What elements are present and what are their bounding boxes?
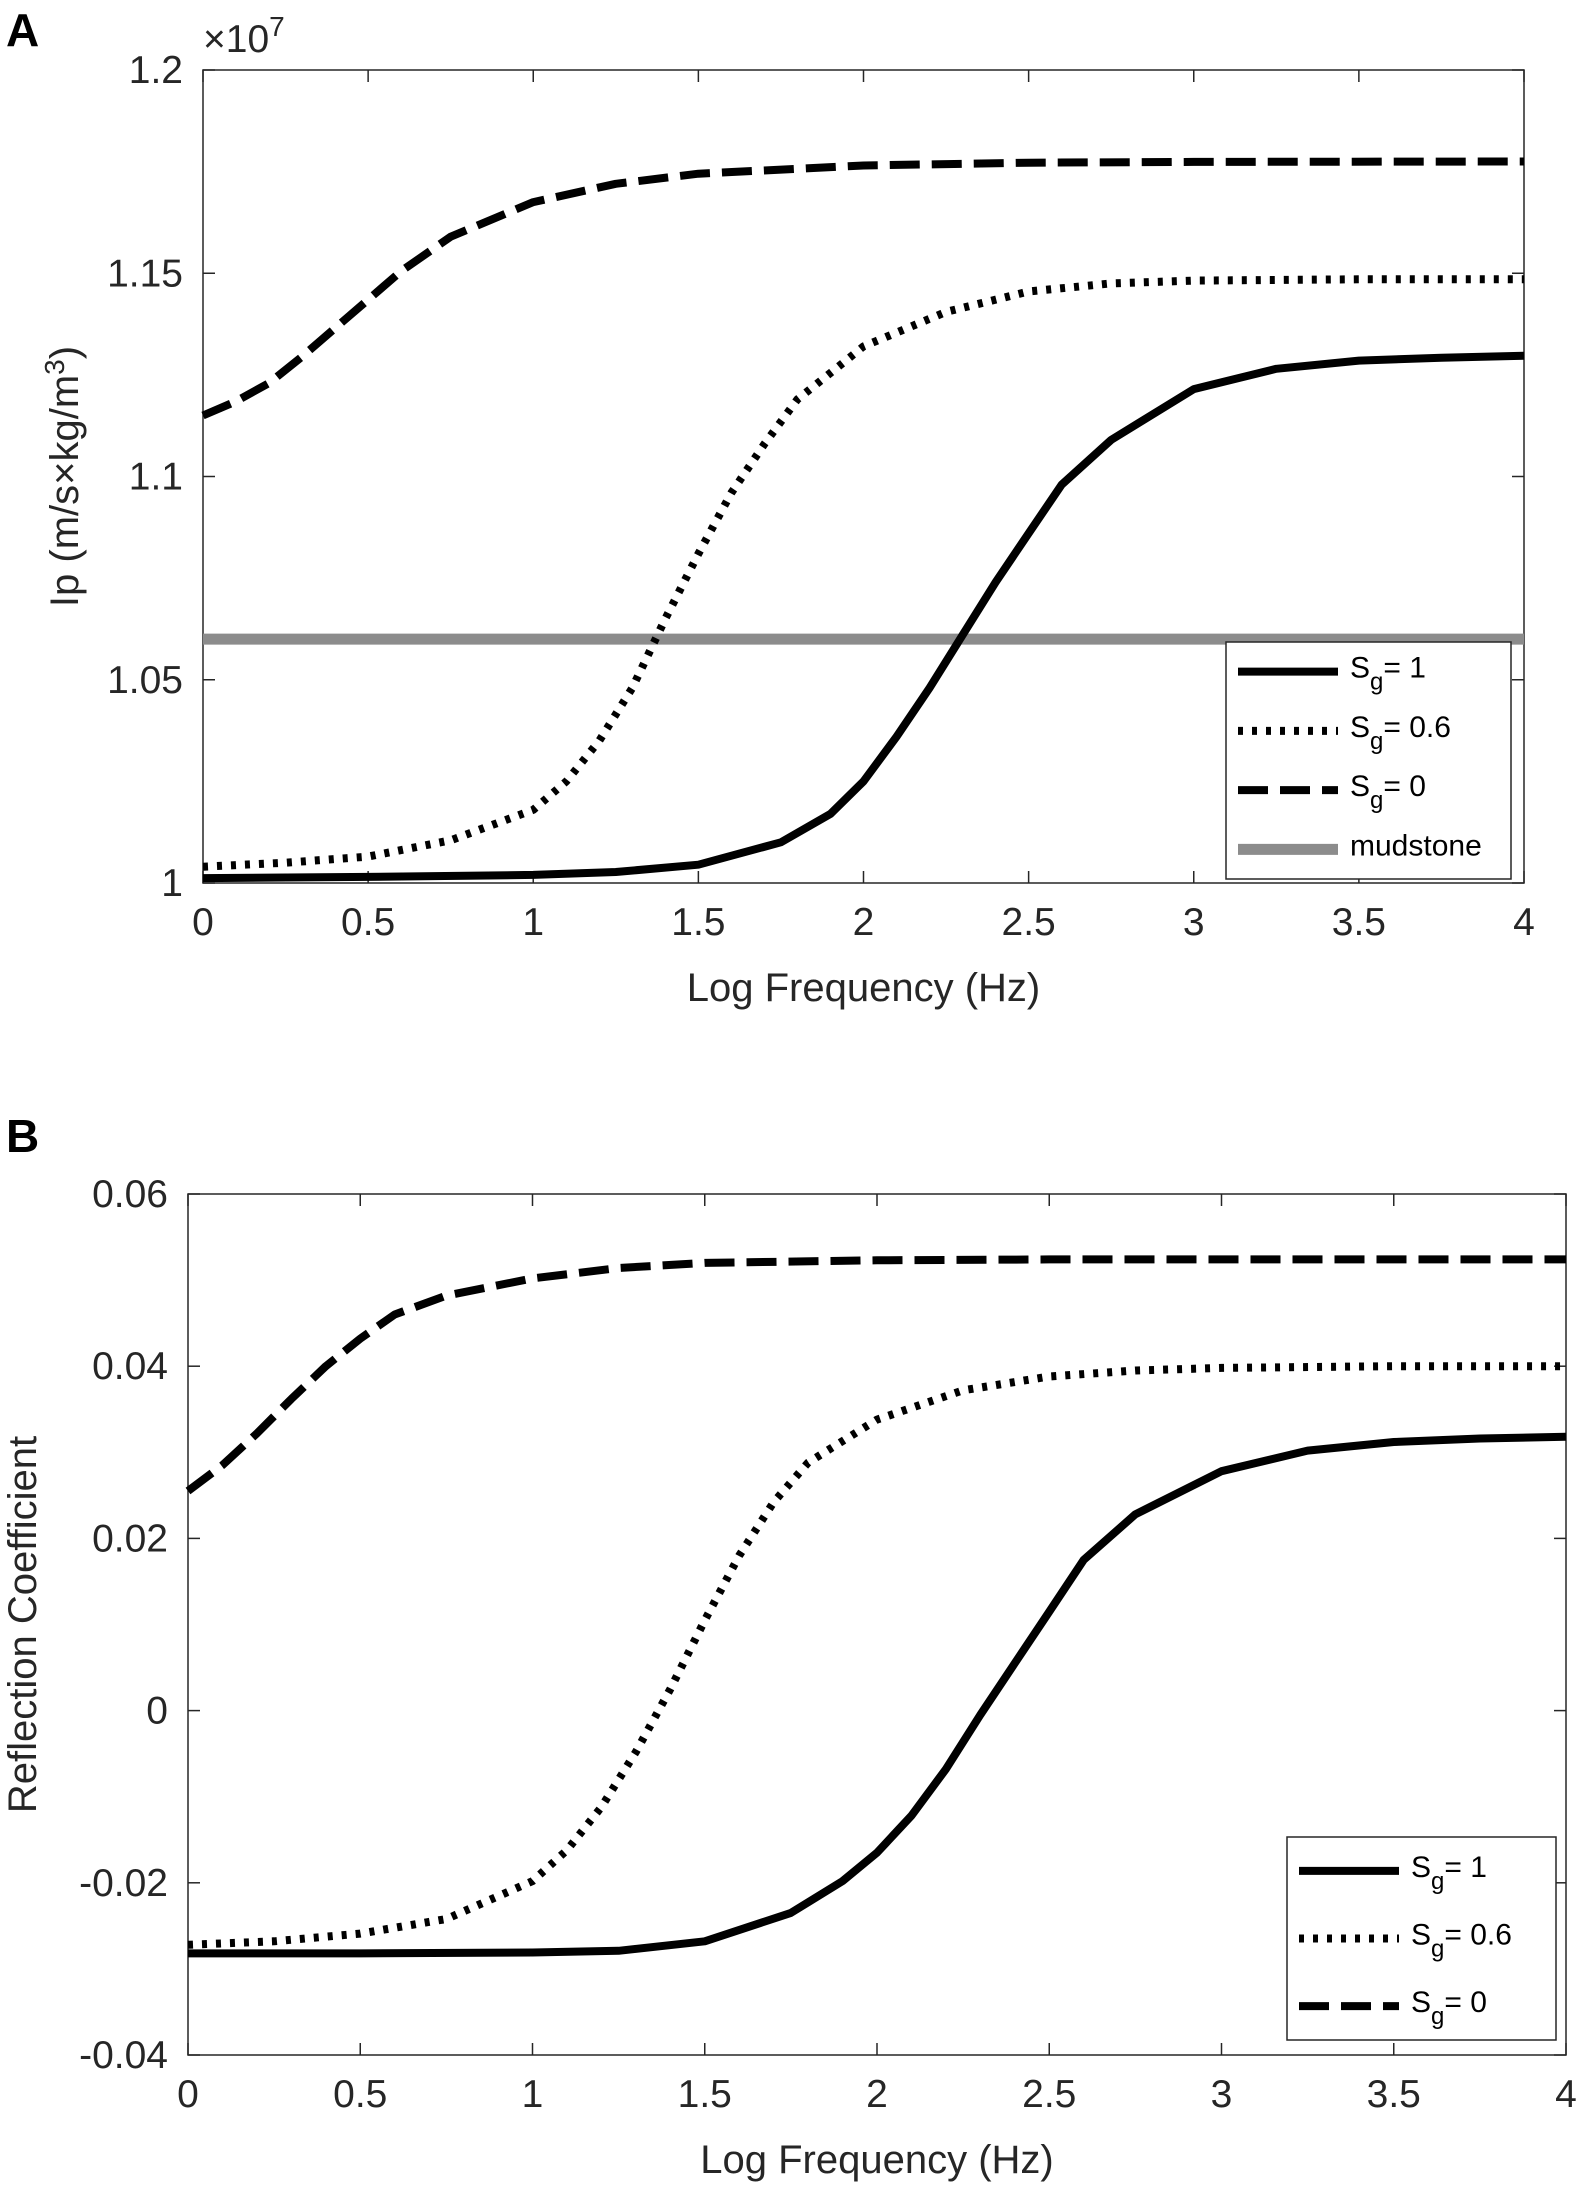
y-tick-label: 0.06 [92, 1173, 168, 1216]
y-tick-label: -0.02 [79, 1862, 168, 1905]
x-tick-label: 2 [853, 901, 875, 944]
legend-label: Sg= 0.6 [1350, 711, 1451, 755]
legend-label-rest: = 0.6 [1444, 1919, 1512, 1952]
y-exponent-power: 7 [269, 11, 285, 42]
legend-label-sub: g [1431, 2003, 1444, 2030]
legend-label-sub: g [1370, 787, 1383, 814]
legend-label-sub: g [1431, 1936, 1444, 1963]
legend-label: Sg= 0.6 [1411, 1919, 1512, 1963]
x-tick-label: 1.5 [678, 2073, 732, 2116]
x-tick-label: 3 [1183, 901, 1205, 944]
legend-label-rest: = 0 [1444, 1986, 1487, 2019]
x-tick-label: 0 [192, 901, 214, 944]
x-tick-label: 2.5 [1022, 2073, 1076, 2116]
x-tick-label: 0.5 [341, 901, 395, 944]
legend-label-main: S [1350, 770, 1370, 803]
x-tick-label: 3.5 [1332, 901, 1386, 944]
x-tick-label: 1 [522, 2073, 544, 2116]
y-tick-label: 0.02 [92, 1517, 168, 1560]
legend-label: Sg= 0 [1350, 770, 1426, 814]
legend-label-sub: g [1370, 728, 1383, 755]
series-line-solid [188, 1432, 1567, 1958]
legend-label: Sg= 1 [1350, 652, 1426, 696]
y-axis-label-superscript: 3 [39, 359, 70, 375]
y-axis-label-main: Ip (m/s×kg/m [43, 375, 87, 607]
panel-letter: A [6, 4, 39, 56]
y-axis-label-main: Reflection Coefficient [1, 1436, 45, 1813]
x-tick-label: 2.5 [1002, 901, 1056, 944]
x-tick-label: 0 [177, 2073, 199, 2116]
x-tick-label: 3 [1211, 2073, 1233, 2116]
panel-b: B 0 0.5 1 1.5 2 2.5 3 3.5 4 -0.04 -0.02 0 0.02 0.04 0.0… [1, 1110, 1577, 2182]
y-axis-label-end: ) [43, 346, 87, 359]
x-axis-label: Log Frequency (Hz) [687, 966, 1040, 1010]
x-tick-label: 3.5 [1367, 2073, 1421, 2116]
legend-label-main: S [1350, 652, 1370, 685]
y-axis-label: Reflection Coefficient [1, 1436, 45, 1813]
x-tick-label: 4 [1513, 901, 1535, 944]
x-tick-label: 1.5 [671, 901, 725, 944]
y-axis-label: Ip (m/s×kg/m3) [39, 346, 87, 607]
x-tick-label: 0.5 [333, 2073, 387, 2116]
legend-label-rest: = 0.6 [1383, 711, 1451, 744]
y-tick-label: 0.04 [92, 1345, 168, 1388]
legend-label: Sg= 0 [1411, 1986, 1487, 2030]
y-tick-label: 1.05 [107, 659, 183, 702]
legend-label-main: S [1411, 1986, 1431, 2019]
series-line-dashed [201, 157, 1525, 420]
y-exponent-label: ×107 [203, 11, 285, 61]
legend-label-rest: = 0 [1383, 770, 1426, 803]
legend-label-main: S [1411, 1851, 1431, 1884]
legend-box [1225, 641, 1512, 880]
x-tick-label: 1 [522, 901, 544, 944]
y-exponent-base: ×10 [203, 18, 269, 61]
y-tick-label: 1 [161, 862, 183, 905]
y-tick-label: 1.15 [107, 252, 183, 295]
legend-label-rest: = 1 [1444, 1851, 1487, 1884]
x-tick-label: 2 [866, 2073, 888, 2116]
y-tick-label: 0 [146, 1690, 168, 1733]
x-axis-label: Log Frequency (Hz) [700, 2138, 1053, 2182]
series-line-dashed [185, 1255, 1566, 1495]
legend-label-main: mudstone [1350, 829, 1482, 862]
legend-label: mudstone [1350, 829, 1482, 862]
y-tick-label: 1.1 [129, 456, 183, 499]
panel-a: A 0 0.5 1 1.5 2 2.5 3 3.5 4 1 1.05 1.1 1.15 1.2 ×107 Log… [6, 4, 1535, 1010]
legend-label-main: S [1350, 711, 1370, 744]
legend-label-sub: g [1431, 1868, 1444, 1895]
legend-label-rest: = 1 [1383, 652, 1426, 685]
legend-label-sub: g [1370, 669, 1383, 696]
legend-label-main: S [1411, 1919, 1431, 1952]
y-tick-label: -0.04 [79, 2034, 168, 2077]
x-tick-label: 4 [1555, 2073, 1577, 2116]
series-line-solid [202, 351, 1525, 883]
legend-label: Sg= 1 [1411, 1851, 1487, 1895]
y-tick-label: 1.2 [129, 49, 183, 92]
panel-letter: B [6, 1110, 39, 1162]
